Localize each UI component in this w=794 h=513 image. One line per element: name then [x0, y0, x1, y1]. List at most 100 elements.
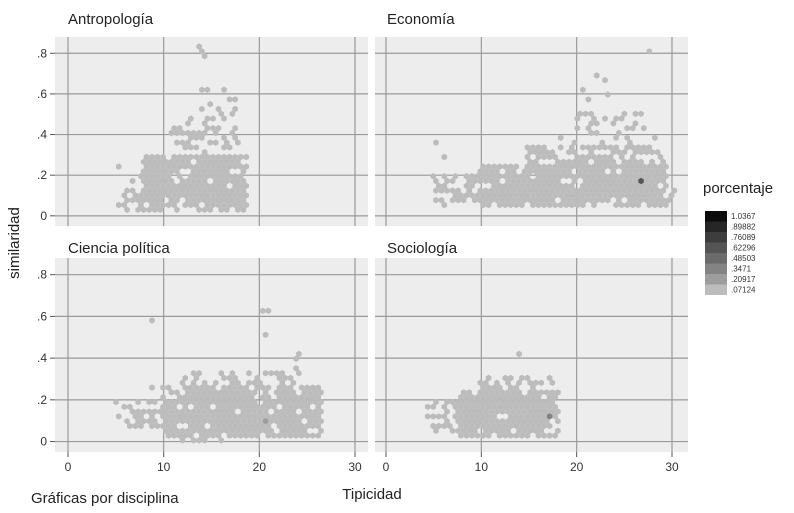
hex-cell	[638, 187, 644, 194]
hex-cell	[524, 394, 531, 401]
hex-cell	[188, 394, 194, 401]
hex-cell	[185, 158, 191, 165]
hex-cell	[165, 432, 172, 439]
hex-cell	[569, 173, 575, 180]
hex-cell	[185, 120, 191, 127]
hex-cell	[552, 153, 558, 161]
hex-cell	[218, 206, 224, 213]
hex-cell	[533, 408, 539, 415]
hex-cell	[530, 163, 536, 170]
hex-cell	[449, 177, 456, 185]
hex-cell	[638, 149, 644, 156]
hex-cell	[185, 197, 191, 204]
hex-cell	[541, 422, 547, 430]
hex-cell	[483, 408, 489, 415]
hex-cell	[516, 427, 522, 434]
hex-cell	[224, 168, 230, 175]
hex-cell	[229, 379, 236, 386]
hex-cell	[168, 398, 175, 406]
hex-cell	[574, 125, 581, 132]
hex-cell	[616, 197, 622, 204]
hex-cell	[213, 168, 219, 175]
hex-cell	[257, 379, 263, 386]
hex-cell	[505, 187, 511, 194]
hex-cell	[199, 432, 205, 439]
hex-cell	[621, 187, 628, 194]
hex-cell	[235, 398, 241, 406]
hex-cell	[193, 173, 200, 180]
hex-cell	[176, 153, 183, 161]
hex-cell	[201, 53, 208, 60]
hex-cell	[596, 182, 603, 189]
hex-cell	[237, 163, 244, 170]
hex-cell	[494, 379, 500, 386]
hex-cell	[521, 187, 528, 194]
hex-cell	[273, 370, 280, 377]
hex-cell	[213, 177, 219, 185]
hex-cell	[652, 173, 658, 180]
hex-cell	[477, 187, 484, 194]
hex-cell	[240, 177, 247, 185]
hex-cell	[538, 187, 544, 194]
hex-cell	[641, 125, 647, 132]
hex-cell	[654, 187, 661, 194]
hex-cell	[663, 163, 669, 170]
hex-cell	[168, 168, 175, 175]
hex-cell	[304, 384, 310, 391]
hex-cell	[168, 197, 175, 204]
hex-cell	[160, 163, 166, 170]
hex-cell	[207, 206, 213, 213]
hex-cell	[444, 177, 450, 185]
hex-cell	[224, 389, 230, 396]
hex-cell	[533, 427, 539, 434]
hex-cell	[593, 72, 600, 79]
hex-cell	[455, 197, 461, 204]
panel-sociologia: Sociología	[375, 240, 688, 452]
hex-cell	[146, 398, 152, 406]
hex-cell	[226, 163, 233, 170]
hex-cell	[458, 413, 464, 420]
hex-cell	[213, 389, 219, 396]
hex-cell	[163, 158, 169, 165]
hex-cell	[174, 206, 180, 213]
hex-cell	[129, 197, 136, 204]
hex-cell	[221, 413, 227, 420]
hex-cell	[560, 197, 567, 204]
hex-cell	[480, 384, 486, 391]
hex-cell	[541, 182, 547, 189]
hex-cell	[577, 158, 583, 165]
hex-cell	[240, 427, 247, 434]
hex-cell	[585, 173, 592, 180]
hex-cell	[491, 403, 497, 410]
hex-cell	[544, 187, 550, 194]
hex-cell	[433, 398, 439, 406]
hex-cell	[165, 422, 172, 430]
hex-cell	[307, 418, 313, 425]
x-tick-label: 20	[253, 460, 267, 474]
hex-cell	[480, 173, 486, 180]
hex-cell	[555, 177, 561, 185]
hex-cell	[188, 134, 194, 141]
hex-cell	[154, 173, 161, 180]
hex-cell	[569, 201, 575, 209]
hex-cell	[246, 408, 252, 415]
hex-cell	[296, 427, 302, 434]
hex-cell	[485, 201, 492, 209]
hex-cell	[460, 389, 467, 396]
hex-cell	[510, 187, 517, 194]
hex-cell	[149, 182, 155, 189]
hex-cell	[157, 197, 164, 204]
hex-cell	[574, 153, 581, 161]
hex-cell	[163, 427, 169, 434]
hex-cell	[251, 408, 258, 415]
hex-cell	[235, 139, 241, 146]
hex-cell	[635, 201, 641, 209]
hex-cell	[624, 134, 630, 141]
hex-cell	[496, 192, 503, 199]
hex-cell	[466, 408, 472, 415]
hex-cell	[282, 374, 288, 382]
hex-cell	[488, 177, 495, 185]
hex-cell	[602, 144, 608, 151]
hex-cell	[588, 120, 594, 127]
hex-cell	[508, 432, 514, 439]
